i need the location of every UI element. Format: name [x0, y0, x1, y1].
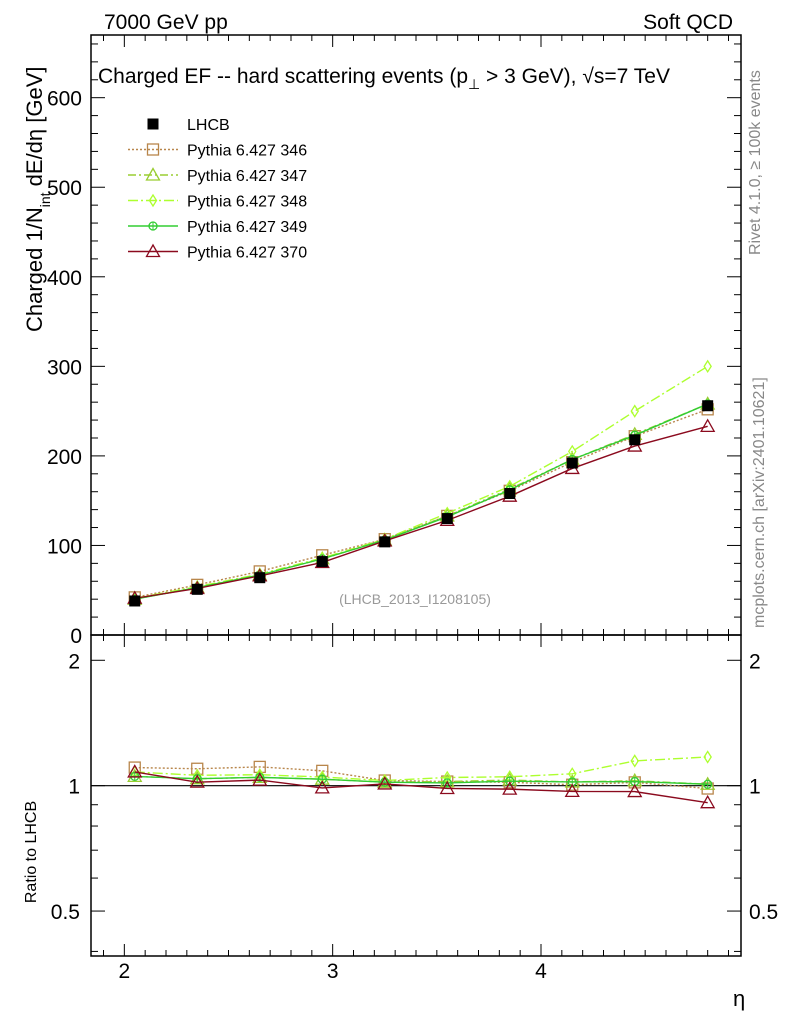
line-pythia-6-427-370: [134, 425, 708, 599]
point-lhcb: [441, 513, 453, 525]
ratio-tick-label: 0.5: [51, 901, 80, 924]
line-pythia-6-427-349: [134, 403, 708, 600]
ratio-point-pythia-6-427-370: [127, 764, 143, 778]
ratio-point-pythia-6-427-370: [439, 780, 455, 795]
legend-marker-pythia-6-427-348: [148, 193, 158, 208]
y-tick-label: 200: [47, 446, 82, 469]
ratio-tick-label-right: 1: [749, 776, 761, 799]
x-tick-label: 2: [118, 960, 130, 983]
point-pythia-6-427-348: [703, 359, 712, 374]
line-pythia-6-427-346: [134, 408, 708, 599]
ratio-plot-frame: [90, 634, 742, 957]
line-pythia-6-427-347: [134, 403, 708, 600]
ratio-point-pythia-6-427-370: [314, 780, 330, 794]
ratio-point-pythia-6-427-370: [252, 772, 268, 786]
ratio-line-pythia-6-427-348: [134, 756, 708, 782]
y-tick-label: 400: [47, 267, 82, 290]
ratio-tick-label: 2: [68, 650, 80, 673]
ratio-point-pythia-6-427-347: [252, 769, 268, 784]
legend-label-pythia-6-427-346: Pythia 6.427 346: [187, 143, 307, 160]
ratio-line-pythia-6-427-346: [134, 766, 708, 790]
legend-label-pythia-6-427-347: Pythia 6.427 347: [187, 168, 307, 185]
ratio-tick-label-right: 0.5: [749, 901, 778, 924]
ratio-line-pythia-6-427-349: [134, 775, 708, 785]
mcplots-label: mcplots.cern.ch [arXiv:2401.10621]: [751, 377, 768, 628]
point-lhcb: [504, 488, 516, 500]
ratio-point-pythia-6-427-370: [377, 776, 393, 790]
point-lhcb: [129, 595, 141, 607]
x-tick-label: 3: [327, 960, 339, 983]
ratio-point-pythia-6-427-347: [564, 774, 580, 788]
ratio-point-pythia-6-427-370: [189, 774, 205, 788]
legend-label-pythia-6-427-370: Pythia 6.427 370: [187, 245, 307, 262]
point-pythia-6-427-348: [630, 404, 640, 418]
point-lhcb: [702, 400, 714, 412]
plot-title: Charged EF -- hard scattering events (p⊥…: [98, 65, 670, 92]
analysis-watermark: (LHCB_2013_I1208105): [339, 591, 491, 607]
header-right: Soft QCD: [643, 11, 733, 34]
ratio-point-pythia-6-427-370: [700, 794, 716, 809]
y-tick-label: 600: [47, 88, 82, 111]
ratio-point-pythia-6-427-347: [127, 768, 143, 783]
legend-label-pythia-6-427-349: Pythia 6.427 349: [187, 219, 307, 236]
line-pythia-6-427-348: [134, 365, 709, 599]
legend-marker-pythia-6-427-346: [146, 143, 160, 156]
legend-marker-lhcb: [147, 118, 159, 130]
point-pythia-6-427-370: [700, 418, 716, 432]
ratio-line-pythia-6-427-370: [134, 771, 708, 804]
point-lhcb: [379, 536, 391, 548]
y-tick-label: 500: [47, 177, 82, 200]
legend-label-lhcb: LHCB: [187, 117, 230, 134]
ratio-point-pythia-6-427-370: [627, 783, 643, 798]
point-lhcb: [254, 572, 266, 584]
point-pythia-6-427-370: [627, 438, 643, 452]
y-axis-label: Charged 1/Nint dE/dη [GeV]: [22, 66, 53, 332]
legend-marker-pythia-6-427-370: [145, 243, 161, 258]
ratio-tick-label: 1: [68, 776, 80, 799]
point-lhcb: [629, 434, 641, 446]
y-tick-label: 0: [70, 625, 82, 648]
legend-label-pythia-6-427-348: Pythia 6.427 348: [187, 194, 307, 211]
ratio-y-label: Ratio to LHCB: [23, 801, 40, 903]
ratio-point-pythia-6-427-370: [502, 781, 518, 795]
y-tick-label: 300: [47, 356, 82, 379]
x-tick-label: 4: [535, 960, 547, 983]
point-lhcb: [566, 457, 578, 469]
ratio-point-pythia-6-427-348: [630, 754, 640, 768]
y-tick-label: 100: [47, 535, 82, 558]
ratio-point-pythia-6-427-370: [564, 783, 580, 798]
ratio-point-pythia-6-427-348: [703, 750, 712, 764]
ratio-tick-label-right: 2: [749, 650, 761, 673]
rivet-label: Rivet 4.1.0, ≥ 100k events: [747, 70, 764, 255]
point-lhcb: [191, 583, 203, 595]
header-left: 7000 GeV pp: [104, 11, 228, 34]
x-axis-label: η: [733, 986, 745, 1011]
legend-marker-pythia-6-427-347: [145, 167, 161, 181]
point-lhcb: [316, 556, 328, 568]
